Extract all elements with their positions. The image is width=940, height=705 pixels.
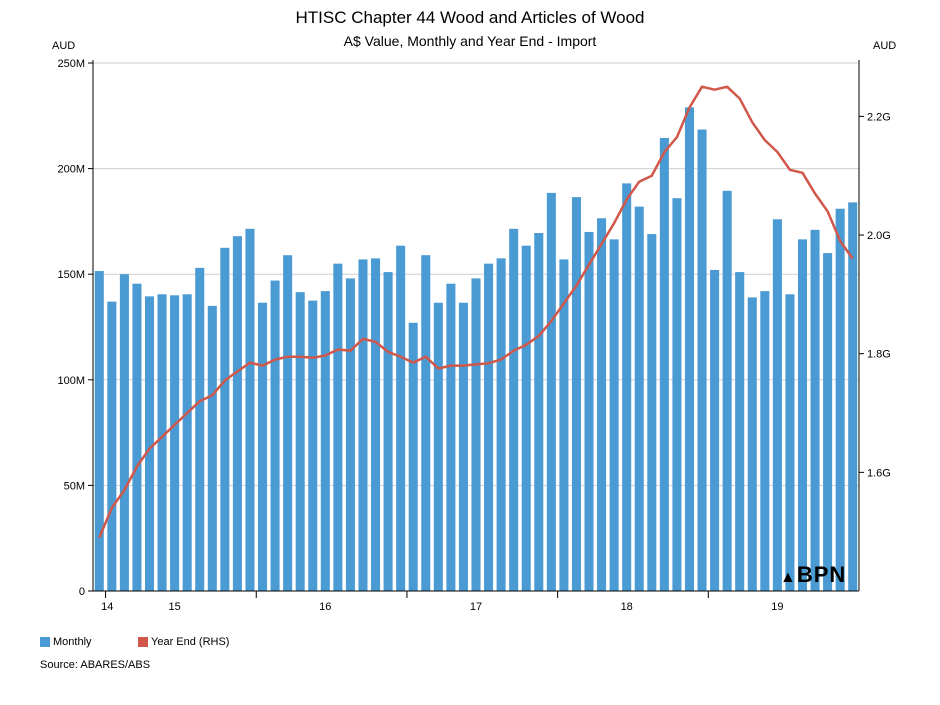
bar (207, 305, 217, 591)
bar (509, 228, 519, 592)
bar (659, 137, 669, 591)
bar (107, 301, 117, 591)
bar (132, 283, 142, 591)
bar (258, 302, 268, 591)
bar (697, 129, 707, 591)
bar (521, 245, 531, 592)
bar (722, 190, 732, 591)
bar (571, 197, 581, 591)
bar (622, 183, 632, 591)
x-tick-label: 14 (101, 601, 113, 613)
chart-subtitle: A$ Value, Monthly and Year End - Import (343, 33, 597, 49)
bar (785, 294, 795, 591)
x-tick-label: 15 (168, 601, 180, 613)
bar (835, 208, 845, 591)
right-tick-label: 1.8G (867, 349, 891, 361)
right-axis-unit: AUD (873, 40, 897, 52)
bar (170, 295, 180, 591)
bar (232, 236, 242, 591)
left-tick-label: 200M (57, 164, 85, 176)
left-tick-label: 0 (79, 586, 85, 598)
bar (634, 206, 644, 591)
legend-label-monthly: Monthly (53, 636, 92, 648)
bpn-logo-icon: ▲ (780, 569, 797, 586)
bar (597, 218, 607, 591)
bar (371, 258, 381, 591)
bar (94, 271, 104, 591)
bar (546, 192, 556, 591)
bar (772, 219, 782, 591)
bar (245, 228, 255, 592)
bar (848, 202, 858, 591)
bar (144, 296, 155, 591)
bar (358, 259, 368, 591)
bar (471, 278, 481, 591)
bar (609, 239, 619, 592)
bar (345, 278, 355, 591)
bar (421, 255, 431, 591)
x-tick-label: 16 (319, 601, 331, 613)
legend-label-yearend: Year End (RHS) (151, 636, 230, 648)
bar (433, 302, 443, 591)
bar (220, 247, 230, 592)
bar (283, 255, 293, 591)
left-axis-unit: AUD (52, 40, 76, 52)
bar (195, 267, 205, 591)
bar (672, 198, 682, 591)
bar (408, 322, 418, 591)
bar (797, 239, 808, 592)
left-tick-label: 50M (64, 480, 85, 492)
bar (157, 294, 167, 591)
bar (684, 107, 694, 592)
bar (458, 302, 468, 591)
bar (559, 259, 569, 591)
chart-title: HTISC Chapter 44 Wood and Articles of Wo… (295, 8, 645, 27)
right-tick-label: 2.0G (867, 230, 891, 242)
left-tick-label: 150M (57, 269, 85, 281)
bar (735, 272, 745, 591)
bar (710, 269, 720, 591)
bpn-logo-text: BPN (796, 562, 847, 587)
bar (534, 233, 544, 592)
bar (270, 280, 280, 591)
bar (383, 272, 393, 591)
bar (295, 292, 305, 591)
legend-swatch-yearend (138, 637, 148, 647)
legend-item-yearend[interactable]: Year End (RHS) (138, 636, 229, 648)
bar (747, 297, 757, 591)
x-tick-label: 19 (771, 601, 783, 613)
right-tick-label: 1.6G (867, 467, 891, 479)
bar (810, 229, 820, 591)
bar (308, 300, 318, 591)
bar (584, 231, 594, 591)
bar (823, 253, 833, 591)
bpn-logo: ▲BPN (780, 562, 846, 588)
bar (760, 291, 770, 591)
left-tick-label: 100M (57, 375, 85, 387)
bar (396, 245, 406, 592)
bar (119, 274, 129, 591)
bar (647, 234, 657, 591)
year-end-line (98, 85, 854, 539)
bar (446, 283, 456, 591)
bar (333, 263, 343, 591)
x-tick-label: 17 (470, 601, 482, 613)
legend-item-monthly[interactable]: Monthly (40, 636, 92, 648)
x-tick-label: 18 (621, 601, 633, 613)
source-note: Source: ABARES/ABS (40, 659, 151, 671)
right-tick-label: 2.2G (867, 111, 891, 123)
bar (182, 294, 192, 591)
legend-swatch-monthly (40, 637, 50, 647)
bar (484, 263, 494, 591)
bar (320, 291, 330, 591)
bar (496, 258, 506, 591)
left-tick-label: 250M (57, 58, 85, 70)
